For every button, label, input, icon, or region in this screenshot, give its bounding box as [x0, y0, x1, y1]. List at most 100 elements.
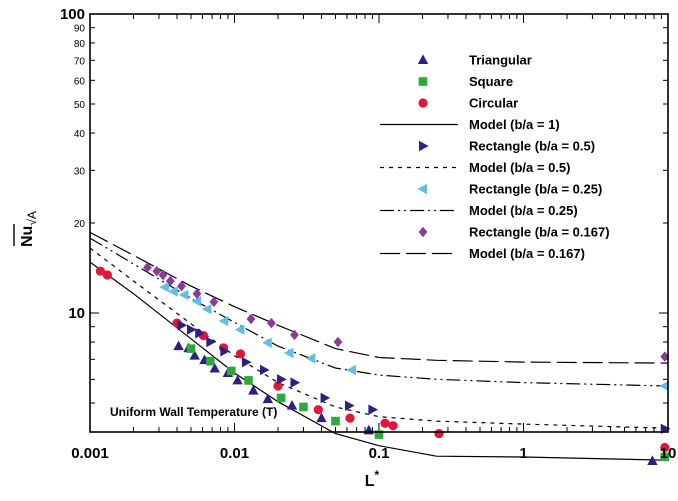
data-point: [368, 404, 378, 415]
y-tick-label-minor: 80: [74, 39, 86, 50]
legend-item-model-b-a-1: Model (b/a = 1): [380, 117, 560, 132]
data-point: [647, 455, 658, 465]
annotation-text: Uniform Wall Temperature (T): [110, 405, 277, 419]
data-point: [195, 328, 205, 339]
x-tick-label: 0.01: [220, 445, 249, 462]
legend-item-rectangle-b-a-0-167: Rectangle (b/a = 0.167): [418, 225, 610, 240]
data-point: [660, 442, 670, 453]
x-tick-label: 1: [519, 445, 527, 462]
legend-marker: [418, 98, 428, 108]
data-point: [187, 324, 197, 335]
legend-label: Model (b/a = 0.25): [469, 203, 578, 218]
x-tick-label: 0.001: [71, 445, 109, 462]
series-rectangle-b-a-0-25: [159, 281, 669, 392]
legend-item-circular: Circular: [418, 96, 518, 111]
legend-label: Square: [469, 74, 513, 89]
data-point: [235, 349, 246, 359]
data-point: [218, 315, 229, 327]
data-point: [158, 269, 168, 281]
data-point: [165, 275, 175, 287]
data-point: [226, 366, 236, 376]
x-tick-label: 10: [660, 445, 677, 462]
data-point: [345, 413, 355, 423]
data-point: [320, 392, 331, 404]
legend-marker: [417, 54, 429, 64]
data-point: [374, 430, 384, 439]
y-axis-label-text: Nu√A: [19, 211, 39, 247]
series-rectangle-b-a-0-167: [143, 262, 670, 362]
legend-item-model-b-a-0-5: Model (b/a = 0.5): [380, 160, 571, 175]
data-point: [273, 381, 283, 391]
data-point: [262, 393, 273, 404]
data-point: [209, 296, 219, 308]
x-tick-label: 0.1: [369, 445, 390, 462]
legend-item-model-b-a-0-25: Model (b/a = 0.25): [380, 203, 578, 218]
data-point: [95, 266, 105, 276]
legend-item-square: Square: [418, 74, 513, 89]
data-point: [331, 416, 340, 426]
data-point: [241, 356, 252, 368]
data-point: [659, 380, 669, 392]
data-point: [660, 452, 670, 462]
plot-frame: [89, 13, 669, 433]
y-axis-label-sub: √A: [25, 211, 39, 226]
data-point: [201, 303, 212, 315]
data-point: [290, 377, 301, 388]
data-point: [299, 402, 308, 412]
data-point: [305, 353, 316, 364]
data-point: [286, 400, 298, 410]
legend-label: Triangular: [469, 53, 532, 68]
y-tick-label: 100: [60, 6, 85, 23]
y-tick-label-minor: 60: [74, 76, 86, 87]
data-point: [177, 320, 188, 331]
data-point: [159, 281, 169, 293]
data-point: [333, 336, 343, 348]
y-tick-label-minor: 30: [74, 166, 86, 177]
data-point: [192, 288, 202, 299]
legend-item-rectangle-b-a-0-25: Rectangle (b/a = 0.25): [417, 182, 602, 197]
data-point: [660, 351, 670, 362]
legend-marker: [419, 140, 429, 152]
data-point: [259, 364, 270, 376]
data-point: [143, 262, 152, 273]
data-point: [244, 376, 253, 385]
data-point: [220, 346, 230, 357]
legend-marker: [418, 77, 428, 86]
data-point: [262, 337, 272, 349]
data-point: [380, 418, 390, 428]
legend-item-model-b-a-0-167: Model (b/a = 0.167): [380, 246, 585, 261]
series-rectangle-b-a-0-5: [177, 320, 671, 434]
legend-item-triangular: Triangular: [417, 53, 532, 68]
series-circular: [95, 266, 670, 453]
legend-label: Rectangle (b/a = 0.167): [469, 225, 610, 240]
data-point: [283, 347, 294, 359]
curve-model-b-a-0-25: [89, 237, 669, 387]
x-axis-label-sup: *: [375, 468, 380, 482]
data-point: [152, 265, 162, 277]
data-point: [232, 374, 243, 385]
legend-label: Rectangle (b/a = 0.5): [469, 139, 595, 154]
data-point: [313, 405, 323, 415]
y-tick-label-minor: 40: [74, 129, 86, 140]
data-point: [248, 385, 259, 395]
data-point: [186, 344, 196, 353]
data-point: [191, 296, 201, 307]
data-point: [177, 280, 186, 292]
data-point: [388, 421, 398, 431]
data-point: [102, 270, 113, 280]
data-point: [206, 336, 216, 348]
series-square: [186, 344, 670, 462]
data-point: [189, 350, 200, 360]
data-point: [205, 356, 215, 366]
legend-label: Model (b/a = 0.5): [469, 160, 571, 175]
legend-label: Circular: [469, 96, 518, 111]
legend-label: Model (b/a = 0.167): [469, 246, 585, 261]
legend: Triangular Square Circular Model (b/a = 1) R…: [380, 53, 610, 261]
data-point: [266, 317, 276, 329]
y-tick-label-minor: 90: [74, 24, 86, 35]
curve-model-b-a-1: [89, 261, 669, 461]
data-point: [234, 324, 245, 335]
data-point: [168, 286, 178, 297]
